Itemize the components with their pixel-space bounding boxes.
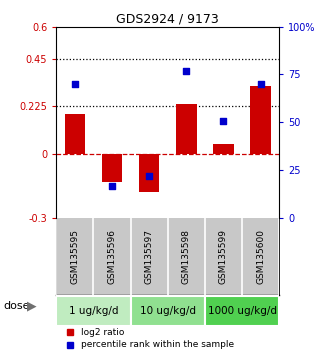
Text: 10 ug/kg/d: 10 ug/kg/d — [140, 306, 196, 316]
Text: 1 ug/kg/d: 1 ug/kg/d — [69, 306, 118, 316]
Text: GSM135599: GSM135599 — [219, 229, 228, 284]
Bar — [102, 154, 122, 182]
Text: GSM135597: GSM135597 — [145, 229, 154, 284]
Text: 1000 ug/kg/d: 1000 ug/kg/d — [208, 306, 277, 316]
Bar — [176, 104, 196, 154]
Text: log2 ratio: log2 ratio — [81, 328, 124, 337]
Bar — [56, 296, 131, 326]
Bar — [213, 144, 234, 154]
Bar — [250, 86, 271, 154]
Text: ▶: ▶ — [27, 300, 37, 313]
Point — [258, 81, 263, 87]
Text: GSM135595: GSM135595 — [70, 229, 79, 284]
Text: GSM135598: GSM135598 — [182, 229, 191, 284]
Text: percentile rank within the sample: percentile rank within the sample — [81, 340, 234, 349]
Bar — [65, 114, 85, 154]
Bar — [139, 154, 159, 192]
Point — [72, 81, 77, 87]
Bar — [205, 296, 279, 326]
Text: dose: dose — [3, 301, 30, 311]
Text: GSM135596: GSM135596 — [108, 229, 117, 284]
Text: GSM135600: GSM135600 — [256, 229, 265, 284]
Point — [221, 118, 226, 123]
Bar — [131, 296, 205, 326]
Point — [109, 183, 115, 189]
Title: GDS2924 / 9173: GDS2924 / 9173 — [116, 12, 219, 25]
Point — [184, 68, 189, 74]
Point — [147, 173, 152, 179]
